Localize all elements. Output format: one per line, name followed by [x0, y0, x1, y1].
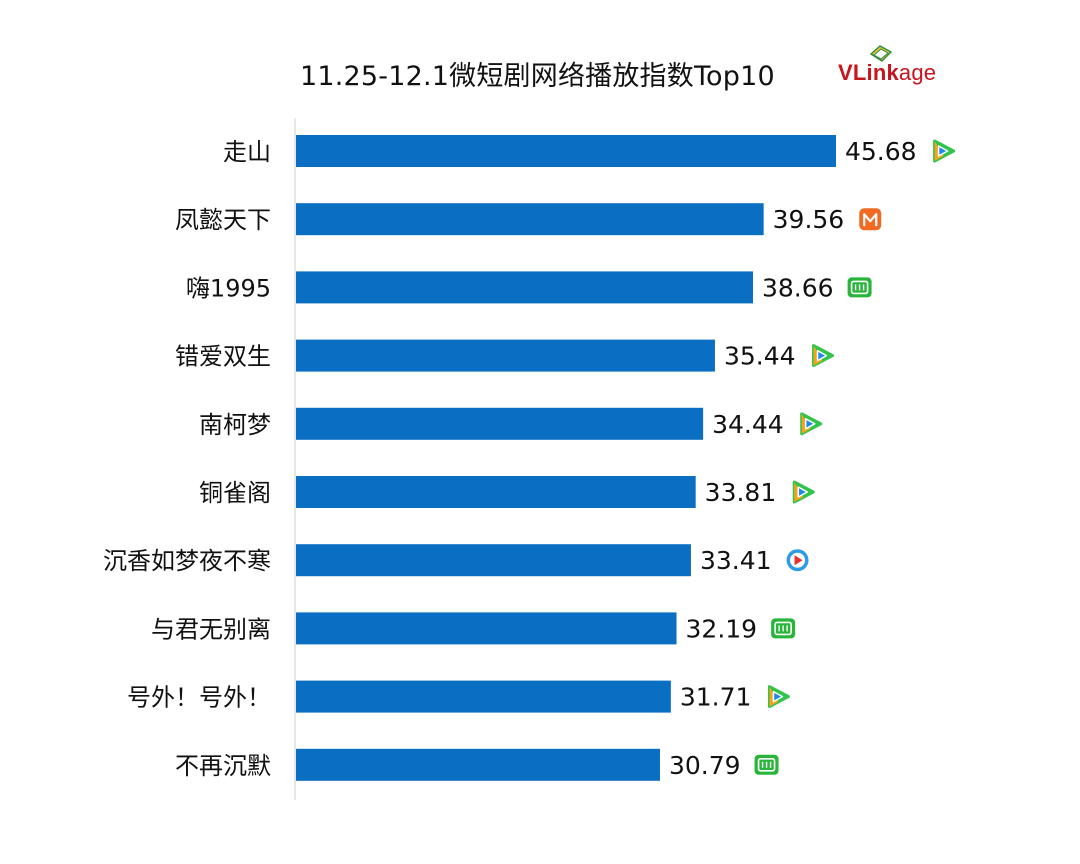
category-label: 错爱双生 — [175, 343, 271, 371]
data-label: 38.66 — [762, 273, 834, 302]
data-label: 33.81 — [705, 478, 777, 507]
vlinkage-logo-text: VLinkage — [838, 60, 936, 86]
iqiyi-icon — [771, 618, 796, 639]
bar — [296, 680, 671, 713]
bar — [296, 203, 764, 236]
data-label: 31.71 — [680, 683, 752, 712]
brand-link: Link — [852, 60, 899, 85]
youku-icon — [786, 549, 809, 572]
data-label: 35.44 — [724, 342, 796, 371]
category-label: 沉香如梦夜不寒 — [103, 547, 271, 575]
tencent-video-icon — [933, 139, 956, 163]
bar — [296, 612, 677, 645]
category-label: 南柯梦 — [199, 411, 271, 439]
bar — [296, 748, 660, 781]
data-label: 32.19 — [686, 614, 758, 643]
bar — [296, 407, 704, 440]
vlinkage-logo-icon — [869, 45, 893, 62]
bar — [296, 544, 691, 577]
bar — [296, 476, 696, 508]
chart-title: 11.25-12.1微短剧网络播放指数Top10 — [300, 61, 775, 92]
category-label: 走山 — [223, 138, 271, 166]
category-label: 铜雀阁 — [199, 479, 271, 507]
data-label: 34.44 — [712, 410, 784, 439]
bar — [296, 135, 836, 167]
category-label: 号外！号外！ — [127, 684, 271, 712]
brand-v: V — [838, 60, 853, 85]
brand-age: age — [898, 60, 937, 85]
data-label: 39.56 — [773, 205, 845, 234]
category-label: 嗨1995 — [186, 274, 271, 302]
tencent-video-icon — [800, 412, 823, 436]
bar — [296, 271, 754, 304]
data-label: 45.68 — [845, 137, 917, 166]
bars-layer: 走山 45.68 凤懿天下 39.56 嗨1995 38.66 错爱双生 35.44 南柯梦 34… — [103, 135, 956, 781]
category-label: 不再沉默 — [175, 752, 271, 780]
data-label: 30.79 — [669, 751, 741, 780]
tencent-video-icon — [812, 344, 835, 368]
tencent-video-icon — [792, 480, 815, 504]
bar — [296, 339, 715, 372]
tencent-video-icon — [767, 685, 790, 709]
mango-tv-icon — [859, 208, 882, 231]
category-label: 与君无别离 — [151, 615, 271, 643]
iqiyi-icon — [847, 277, 872, 298]
iqiyi-icon — [754, 754, 779, 775]
data-label: 33.41 — [700, 546, 772, 575]
vlinkage-logo: VLinkage — [838, 44, 958, 94]
category-label: 凤懿天下 — [175, 206, 271, 234]
